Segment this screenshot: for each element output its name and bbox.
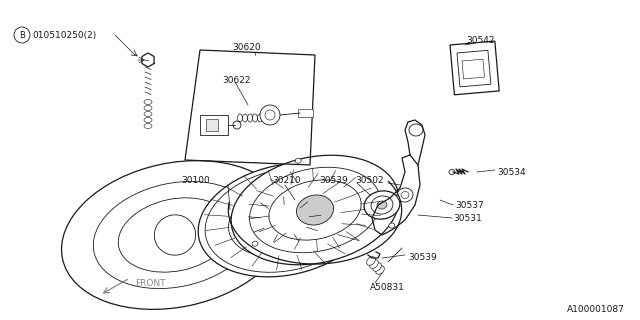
Ellipse shape	[370, 260, 378, 268]
Ellipse shape	[397, 188, 413, 202]
Ellipse shape	[228, 183, 342, 257]
Bar	[275, 199, 285, 207]
Bar	[298, 109, 313, 117]
Text: A100001087: A100001087	[567, 306, 625, 315]
Ellipse shape	[248, 196, 321, 244]
Ellipse shape	[231, 155, 399, 265]
Ellipse shape	[449, 170, 455, 174]
Bar	[307, 212, 316, 220]
Ellipse shape	[265, 110, 275, 120]
Ellipse shape	[260, 105, 280, 125]
Ellipse shape	[389, 223, 395, 228]
Bar	[457, 50, 491, 87]
Ellipse shape	[364, 191, 400, 219]
Text: FRONT: FRONT	[135, 278, 166, 287]
Bar	[255, 219, 264, 226]
Text: 30534: 30534	[497, 167, 525, 177]
Ellipse shape	[371, 196, 393, 214]
Bar	[287, 231, 296, 239]
Ellipse shape	[252, 241, 258, 246]
Bar	[206, 119, 218, 131]
Text: 30620: 30620	[233, 43, 261, 52]
Text: 30100: 30100	[181, 175, 210, 185]
Ellipse shape	[269, 208, 301, 232]
Text: 30210: 30210	[272, 175, 301, 185]
Bar	[462, 59, 484, 79]
Text: 30542: 30542	[466, 36, 495, 44]
Text: 30539: 30539	[408, 252, 436, 261]
Ellipse shape	[198, 163, 372, 277]
Text: 30531: 30531	[453, 213, 482, 222]
Ellipse shape	[372, 263, 381, 271]
Ellipse shape	[93, 181, 257, 289]
Text: 30502: 30502	[355, 175, 383, 185]
Ellipse shape	[250, 167, 380, 253]
Text: 010510250(2): 010510250(2)	[32, 30, 96, 39]
Text: 30537: 30537	[455, 201, 484, 210]
Text: B: B	[19, 30, 25, 39]
Text: 30622: 30622	[222, 76, 250, 84]
Ellipse shape	[154, 215, 196, 255]
Ellipse shape	[376, 266, 384, 274]
Ellipse shape	[61, 161, 289, 309]
Ellipse shape	[401, 191, 409, 198]
Ellipse shape	[367, 257, 375, 265]
Ellipse shape	[118, 198, 232, 272]
Bar	[200, 115, 228, 135]
Text: 30539: 30539	[319, 175, 348, 185]
Ellipse shape	[233, 121, 241, 129]
Ellipse shape	[295, 158, 301, 163]
Ellipse shape	[409, 124, 423, 136]
Bar	[450, 41, 499, 95]
Ellipse shape	[269, 180, 361, 240]
Text: A50831: A50831	[370, 284, 405, 292]
Ellipse shape	[296, 195, 333, 225]
Ellipse shape	[377, 201, 387, 209]
